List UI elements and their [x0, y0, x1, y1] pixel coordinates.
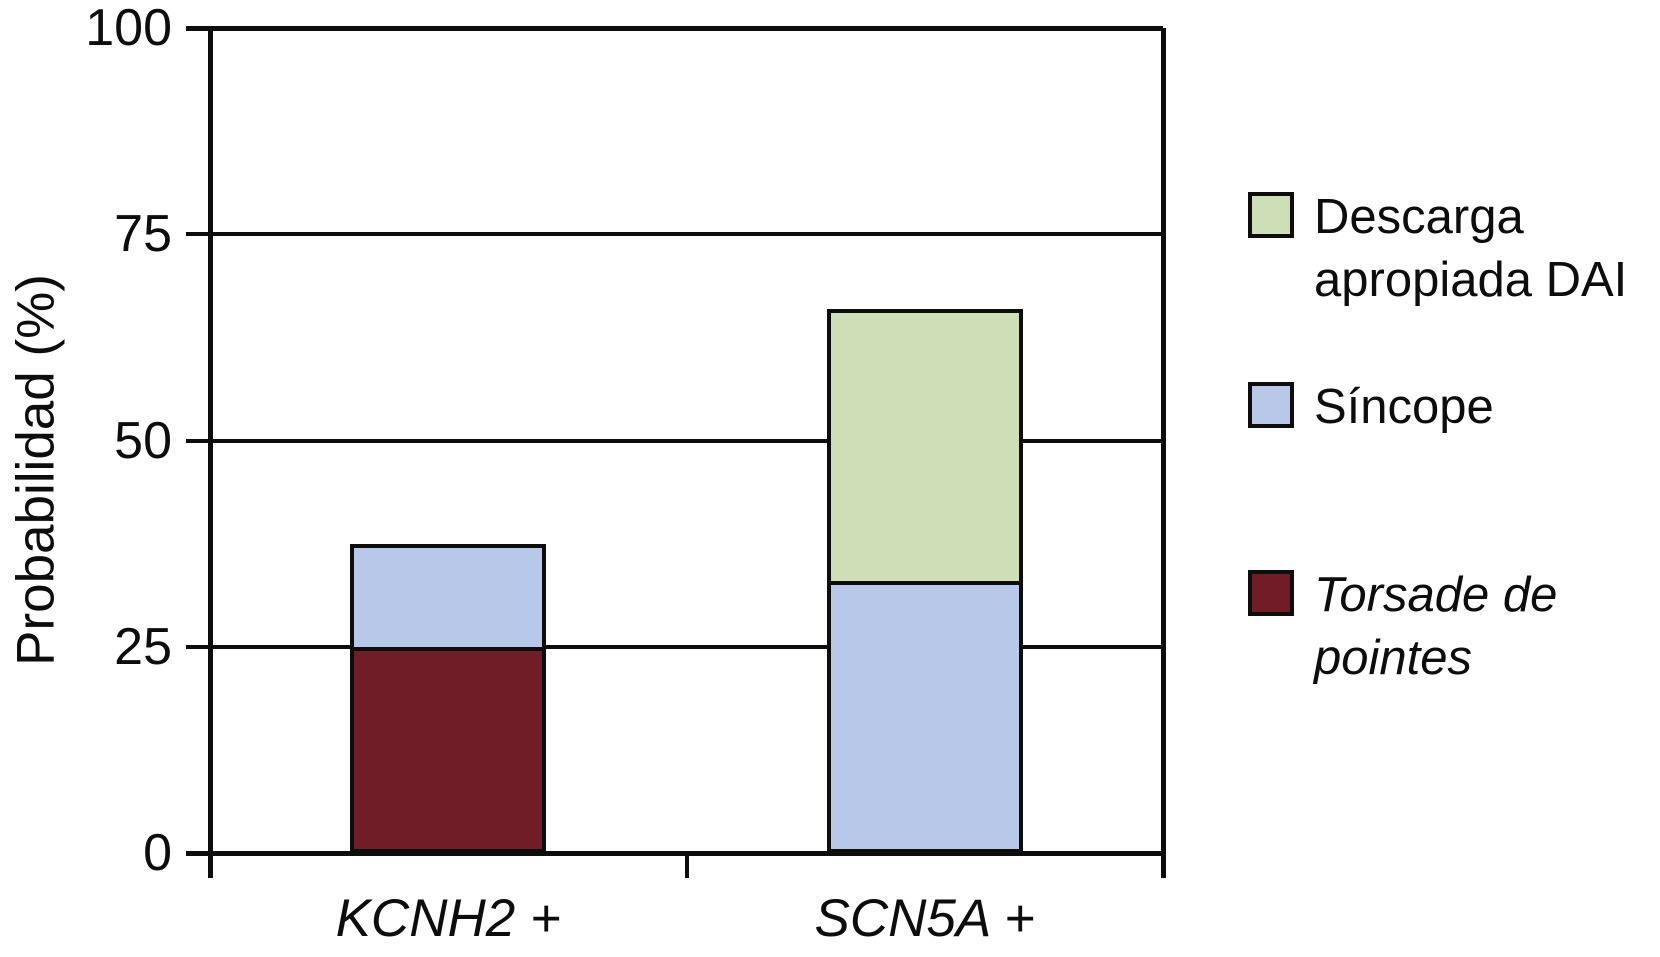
x-axis-center-tick [684, 853, 689, 878]
y-axis-tick-labels: 0 25 50 75 100 [0, 2, 172, 879]
gridline-50 [186, 438, 1163, 443]
legend-swatch-sincope-icon [1248, 382, 1294, 428]
y-tick-label-75: 75 [114, 205, 172, 264]
legend: Descarga apropiada DAI Síncope Torsade d… [1248, 0, 1660, 957]
legend-item-sincope: Síncope [1248, 376, 1660, 439]
plot-right-border [1160, 28, 1166, 878]
x-tick-label-kcnh2: KCNH2 + [335, 889, 561, 948]
legend-label-torsade: Torsade de pointes [1314, 568, 1558, 685]
legend-item-torsade-de-pointes: Torsade de pointes [1248, 564, 1660, 690]
y-tick-label-50: 50 [114, 411, 172, 470]
plot-area [186, 25, 1166, 878]
bar-kcnh2-sincope-segment [350, 543, 547, 651]
legend-swatch-descarga-icon [1248, 192, 1294, 238]
y-axis-line [207, 28, 213, 878]
legend-label-sincope: Síncope [1314, 380, 1494, 434]
y-tick-label-100: 100 [85, 0, 172, 57]
gridline-25 [186, 644, 1163, 649]
axis-frame-line-0 [186, 850, 1163, 856]
bar-scn5a-descarga-apropiada-dai-segment [826, 308, 1023, 585]
bar-kcnh2-torsade-de-pointes-segment [350, 646, 547, 853]
legend-swatch-torsade-icon [1248, 570, 1294, 616]
legend-item-descarga-apropiada-dai: Descarga apropiada DAI [1248, 186, 1660, 312]
y-tick-label-0: 0 [143, 824, 172, 882]
legend-label-descarga: Descarga apropiada DAI [1314, 190, 1628, 307]
x-axis-tick-labels: KCNH2 + SCN5A + [210, 889, 1163, 954]
gridline-75 [186, 232, 1163, 237]
bar-scn5a-sincope-segment [826, 580, 1023, 853]
y-tick-label-25: 25 [114, 617, 172, 676]
axis-frame-line-100 [186, 25, 1163, 31]
x-tick-label-scn5a: SCN5A + [814, 889, 1035, 948]
